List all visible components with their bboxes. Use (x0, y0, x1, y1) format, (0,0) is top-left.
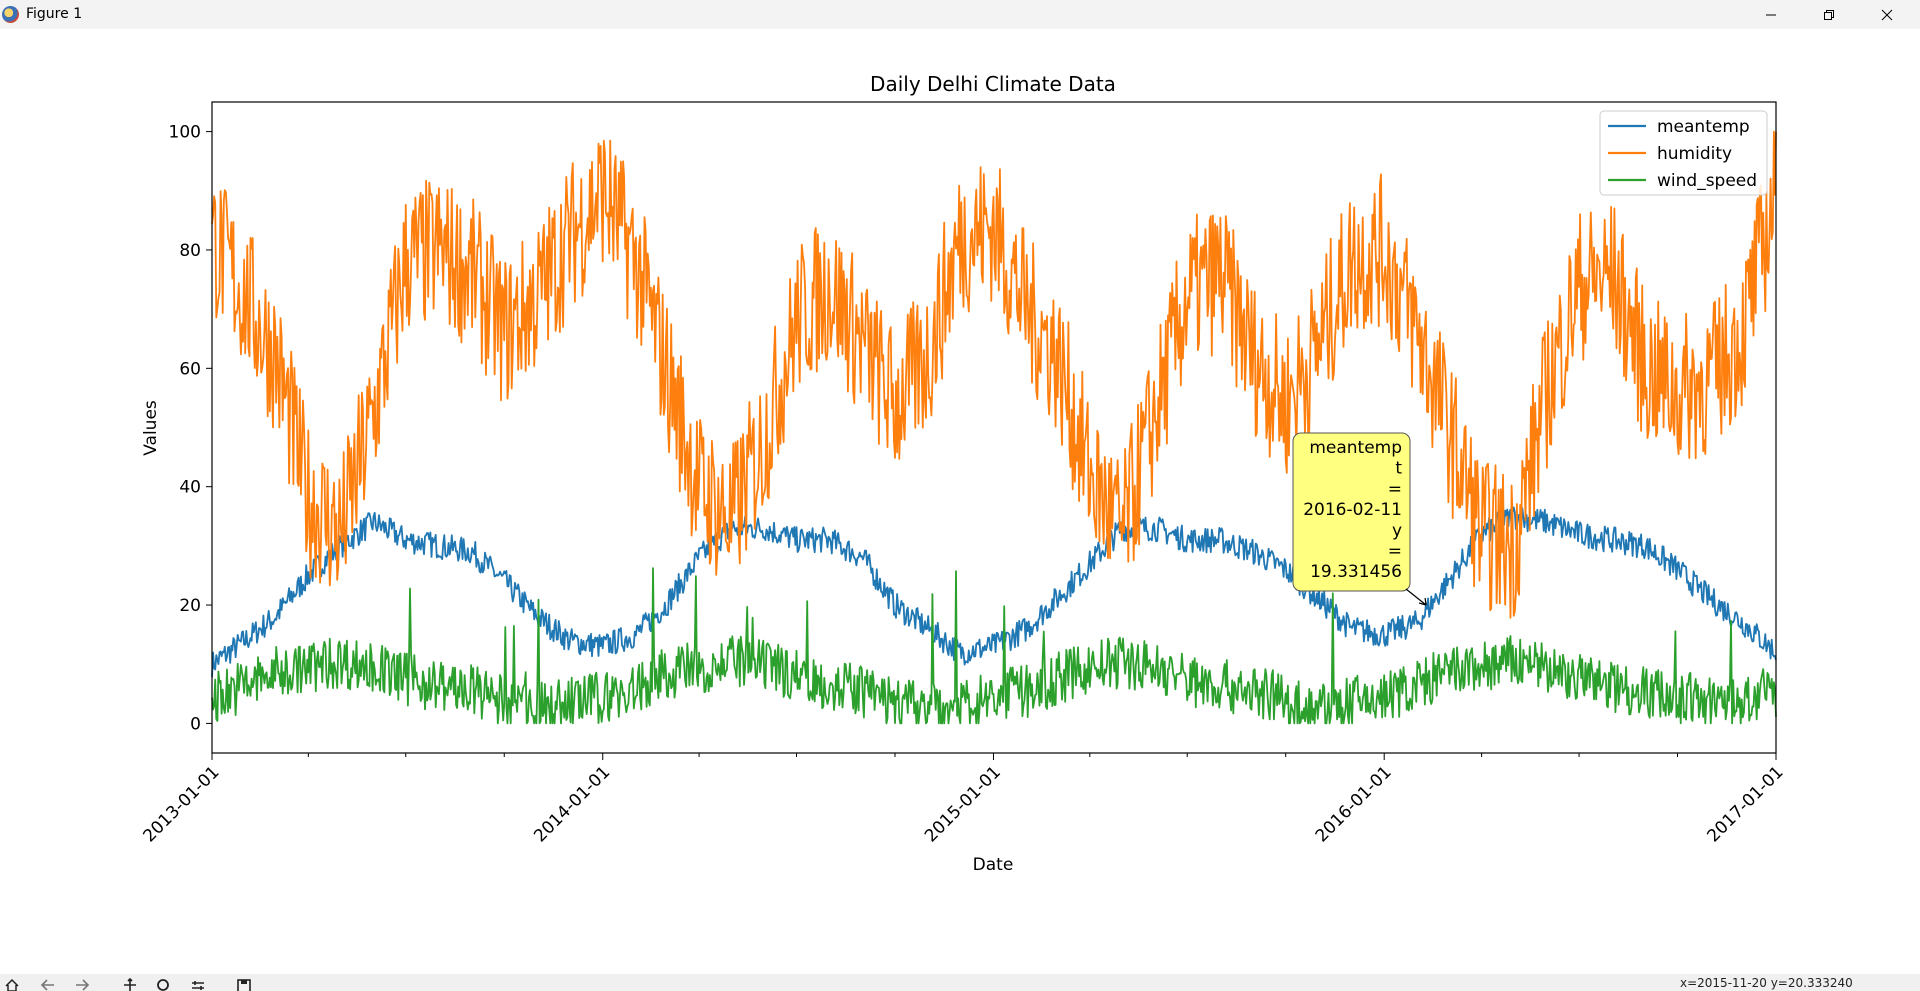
x-tick-label: 2017-01-01 (1704, 762, 1788, 846)
y-tick-label: 100 (169, 123, 201, 143)
annotation-line: = (1388, 542, 1402, 562)
back-arrow-icon[interactable] (40, 978, 58, 991)
legend-label-humidity: humidity (1657, 144, 1732, 164)
y-tick-label: 40 (179, 478, 201, 498)
x-tick-label: 2013-01-01 (140, 762, 224, 846)
matplotlib-logo-icon (2, 6, 19, 23)
annotation-line: y (1392, 521, 1402, 541)
annotation-line: = (1388, 479, 1402, 499)
annotation-arrow (1405, 588, 1427, 606)
series-layer (211, 130, 1777, 725)
y-tick-label: 0 (190, 714, 201, 734)
home-icon[interactable] (4, 978, 22, 991)
chart-title: Daily Delhi Climate Data (870, 72, 1116, 96)
pan-icon[interactable] (122, 978, 140, 991)
annotation-line: meantemp (1309, 438, 1402, 458)
window-title: Figure 1 (26, 6, 83, 22)
series-line-humidity (211, 130, 1777, 619)
legend-label-wind_speed: wind_speed (1657, 171, 1757, 191)
x-tick-label: 2015-01-01 (921, 762, 1005, 846)
annotation-arrowhead (1418, 597, 1427, 606)
legend: meantemp humidity wind_speed (1599, 110, 1768, 196)
legend-label-meantemp: meantemp (1657, 117, 1750, 137)
restore-icon (1824, 9, 1834, 20)
legend-box (1599, 110, 1768, 196)
y-tick-label: 60 (179, 359, 201, 379)
minimize-icon (1766, 14, 1776, 15)
zoom-icon[interactable] (156, 978, 174, 991)
configure-subplots-icon[interactable] (190, 978, 208, 991)
y-tick-label: 20 (179, 596, 201, 616)
y-axis-label: Values (141, 400, 161, 456)
annotation-box (1292, 432, 1411, 592)
minimize-button[interactable] (1748, 0, 1794, 29)
navigation-toolbar: x=2015-11-20 y=20.333240 (0, 974, 1920, 991)
series-line-wind_speed (211, 567, 1777, 725)
annotation-line: t (1395, 459, 1402, 479)
series-line-meantemp (211, 506, 1777, 678)
x-axis-label: Date (973, 855, 1014, 875)
restore-button[interactable] (1806, 0, 1852, 29)
close-icon (1881, 9, 1893, 20)
y-tick-label: 80 (179, 241, 201, 261)
x-tick-label: 2014-01-01 (530, 762, 614, 846)
cursor-coordinates-readout: x=2015-11-20 y=20.333240 (1680, 976, 1853, 990)
plot-frame (211, 101, 1777, 754)
line-chart: Daily Delhi Climate Data 0 20 40 60 80 100 20… (140, 72, 1788, 875)
annotation-line: 19.331456 (1310, 562, 1402, 582)
save-icon[interactable] (236, 978, 254, 991)
figure-canvas[interactable]: Daily Delhi Climate Data 0 20 40 60 80 100 20… (0, 29, 1920, 974)
x-axis: 2013-01-01 2014-01-01 2015-01-01 2016-01-01… (140, 753, 1788, 846)
title-bar: Figure 1 (0, 0, 1920, 29)
forward-arrow-icon[interactable] (74, 978, 92, 991)
close-button[interactable] (1864, 0, 1910, 29)
x-tick-label: 2016-01-01 (1312, 762, 1396, 846)
y-axis: 0 20 40 60 80 100 (169, 123, 212, 734)
annotation-line: 2016-02-11 (1303, 500, 1402, 520)
